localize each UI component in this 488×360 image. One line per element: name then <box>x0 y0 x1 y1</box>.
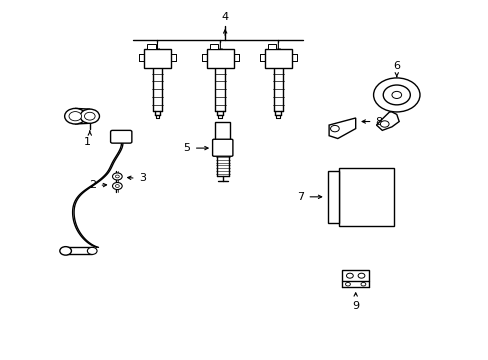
Bar <box>338 168 393 226</box>
Bar <box>342 270 368 281</box>
Text: 1: 1 <box>84 138 91 148</box>
Circle shape <box>112 173 122 180</box>
Text: 8: 8 <box>374 117 382 126</box>
Circle shape <box>345 283 350 286</box>
Circle shape <box>64 108 86 124</box>
Bar <box>327 171 338 222</box>
Text: 9: 9 <box>351 301 359 311</box>
Bar <box>206 49 233 68</box>
Text: 5: 5 <box>183 143 189 153</box>
Polygon shape <box>328 118 355 139</box>
Circle shape <box>87 247 97 255</box>
Text: 3: 3 <box>139 173 146 183</box>
Circle shape <box>380 121 388 127</box>
Circle shape <box>357 273 364 278</box>
Bar <box>65 247 92 255</box>
Circle shape <box>391 91 401 99</box>
Circle shape <box>383 85 409 105</box>
Text: 2: 2 <box>89 180 96 190</box>
Bar <box>267 44 276 49</box>
Circle shape <box>330 125 339 132</box>
Circle shape <box>80 109 99 123</box>
Circle shape <box>373 78 419 112</box>
Circle shape <box>346 273 352 278</box>
Circle shape <box>115 175 119 178</box>
Bar <box>264 49 291 68</box>
Bar <box>146 44 155 49</box>
Text: 7: 7 <box>296 192 304 202</box>
Circle shape <box>115 185 119 188</box>
Text: 6: 6 <box>392 61 400 71</box>
Bar <box>215 122 229 141</box>
Bar <box>143 49 171 68</box>
FancyBboxPatch shape <box>110 130 132 143</box>
Polygon shape <box>376 112 398 130</box>
Circle shape <box>84 112 95 120</box>
Circle shape <box>112 183 122 190</box>
Circle shape <box>69 112 81 121</box>
Text: 4: 4 <box>221 12 228 22</box>
Circle shape <box>60 247 71 255</box>
Circle shape <box>360 283 365 286</box>
FancyBboxPatch shape <box>212 139 232 156</box>
Bar <box>209 44 218 49</box>
